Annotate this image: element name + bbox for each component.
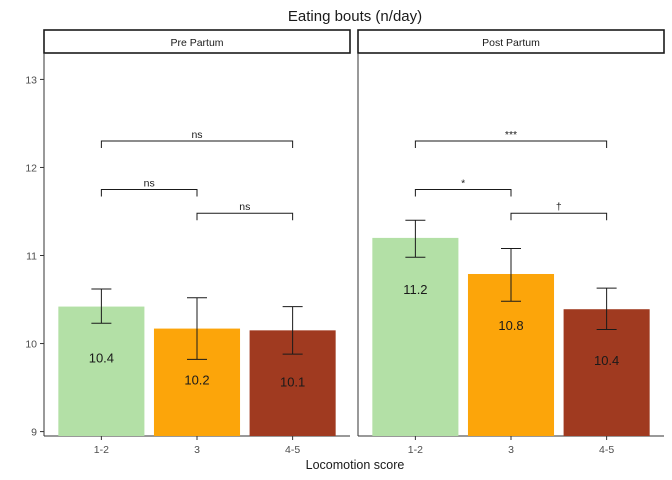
bar-value-label: 10.4 [594,353,619,368]
y-tick-label: 10 [25,339,37,351]
y-tick-label: 13 [25,74,37,86]
significance-bracket [414,140,608,149]
bar-value-label: 10.1 [280,374,305,389]
significance-bracket [100,188,198,197]
x-tick-label: 1-2 [408,444,423,456]
y-tick-label: 11 [26,251,37,263]
significance-bracket [100,140,294,149]
facet-strip-label: Pre Partum [170,37,223,49]
x-tick-label: 4-5 [285,444,300,456]
significance-bracket [196,212,294,221]
significance-label: ns [191,129,202,141]
significance-label: † [556,201,562,213]
significance-bracket [510,212,608,221]
x-tick-label: 4-5 [599,444,614,456]
significance-label: *** [505,129,517,141]
chart-title: Eating bouts (n/day) [288,8,422,25]
bar [372,237,459,436]
bar-value-label: 10.4 [89,351,114,366]
bar-value-label: 10.8 [498,318,523,333]
bar-value-label: 11.2 [403,282,427,297]
bar-value-label: 10.2 [184,373,209,388]
facet-strip-label: Post Partum [482,37,540,49]
x-tick-label: 3 [508,444,514,456]
significance-bracket [414,188,512,197]
significance-label: ns [144,177,155,189]
y-tick-label: 9 [31,427,37,439]
x-tick-label: 3 [194,444,200,456]
bar [58,306,145,436]
bar [563,309,650,436]
x-tick-label: 1-2 [94,444,109,456]
significance-label: * [461,177,465,189]
x-axis-title: Locomotion score [306,458,405,472]
y-tick-label: 12 [25,162,37,174]
facet-strip [43,29,351,54]
facet-strip [357,29,665,54]
significance-label: ns [239,201,250,213]
